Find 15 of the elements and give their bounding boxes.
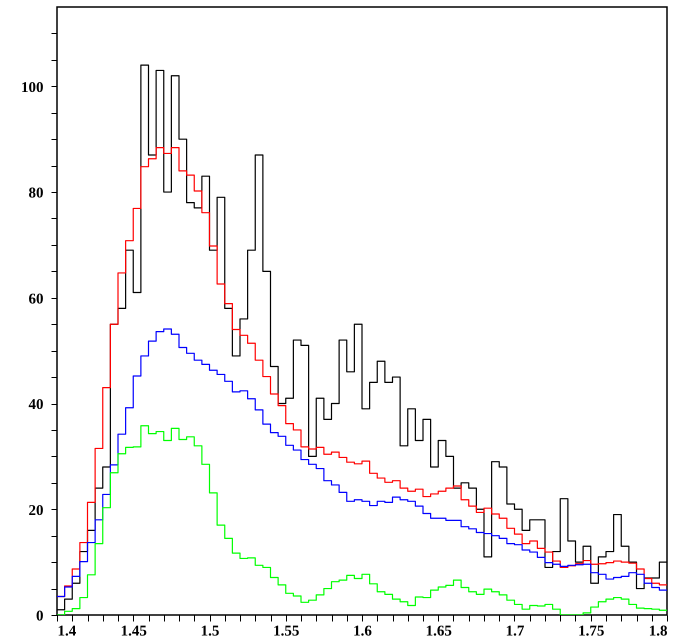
y-tick-label: 60	[28, 291, 44, 308]
x-tick-label: 1.55	[273, 624, 300, 640]
x-tick-label: 1.75	[578, 624, 604, 640]
y-tick-label: 0	[36, 608, 44, 624]
x-tick-label: 1.45	[120, 624, 147, 640]
x-tick-label: 1.4	[58, 624, 77, 640]
x-tick-label: 1.65	[426, 624, 452, 640]
y-tick-label: 100	[21, 80, 44, 96]
y-tick-label: 40	[28, 397, 44, 414]
x-tick-label: 1.7	[506, 624, 525, 640]
x-tick-label: 1.8	[648, 624, 668, 640]
x-tick-label: 1.6	[353, 624, 372, 640]
y-tick-label: 80	[28, 186, 44, 202]
y-tick-label: 20	[28, 502, 44, 519]
x-tick-label: 1.5	[200, 624, 220, 640]
